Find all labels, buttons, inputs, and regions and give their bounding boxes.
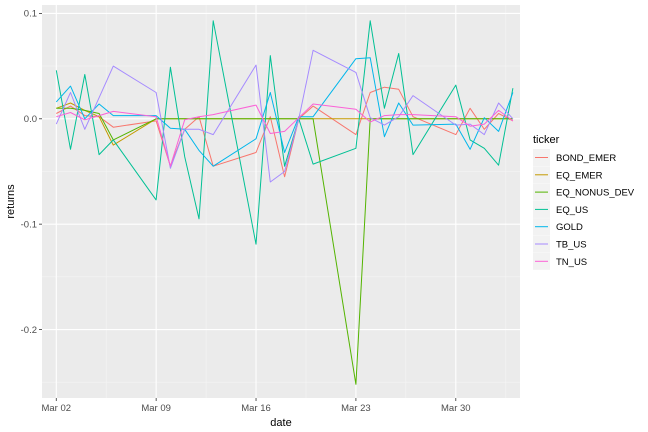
minor-gridlines xyxy=(42,5,520,398)
legend-item-tb-us: TB_US xyxy=(533,235,587,253)
x-tick-label: Mar 23 xyxy=(341,403,371,414)
legend-label: EQ_US xyxy=(556,205,588,216)
y-tick-label: 0.0 xyxy=(24,114,37,125)
y-axis: 0.1 0.0 -0.1 -0.2 xyxy=(21,9,42,336)
legend-label: EQ_EMER xyxy=(556,170,603,181)
legend-item-eq-nonus-dev: EQ_NONUS_DEV xyxy=(533,183,635,201)
series-line-eq-us xyxy=(55,20,514,245)
legend-item-eq-emer: EQ_EMER xyxy=(533,166,603,184)
y-axis-title: returns xyxy=(5,184,17,219)
y-tick-label: -0.1 xyxy=(21,219,37,230)
y-tick-label: -0.2 xyxy=(21,325,37,336)
x-axis-title: date xyxy=(270,417,291,429)
legend-label: GOLD xyxy=(556,222,583,233)
legend-item-eq-us: EQ_US xyxy=(533,200,588,218)
legend: ticker BOND_EMER EQ_EMER EQ_NONUS_DEV EQ_US… xyxy=(533,134,635,270)
x-tick-label: Mar 02 xyxy=(41,403,71,414)
legend-label: TN_US xyxy=(556,257,587,268)
series-line-bond-emer xyxy=(56,86,514,178)
legend-label: EQ_NONUS_DEV xyxy=(556,188,635,199)
y-tick-label: 0.1 xyxy=(24,9,37,20)
x-tick-label: Mar 16 xyxy=(241,403,271,414)
series-line-tb-us xyxy=(55,49,514,183)
legend-title: ticker xyxy=(533,134,560,146)
series-line-gold xyxy=(55,57,514,167)
plot-panel xyxy=(42,5,520,398)
legend-label: TB_US xyxy=(556,240,587,251)
legend-item-tn-us: TN_US xyxy=(533,252,587,270)
legend-item-bond-emer: BOND_EMER xyxy=(533,149,616,166)
legend-item-gold: GOLD xyxy=(533,218,583,236)
legend-label: BOND_EMER xyxy=(556,153,616,164)
x-tick-label: Mar 30 xyxy=(441,403,471,414)
series-lines xyxy=(55,20,514,385)
series-line-tn-us xyxy=(56,103,514,167)
x-axis: Mar 02 Mar 09 Mar 16 Mar 23 Mar 30 xyxy=(41,398,471,414)
x-tick-label: Mar 09 xyxy=(141,403,171,414)
